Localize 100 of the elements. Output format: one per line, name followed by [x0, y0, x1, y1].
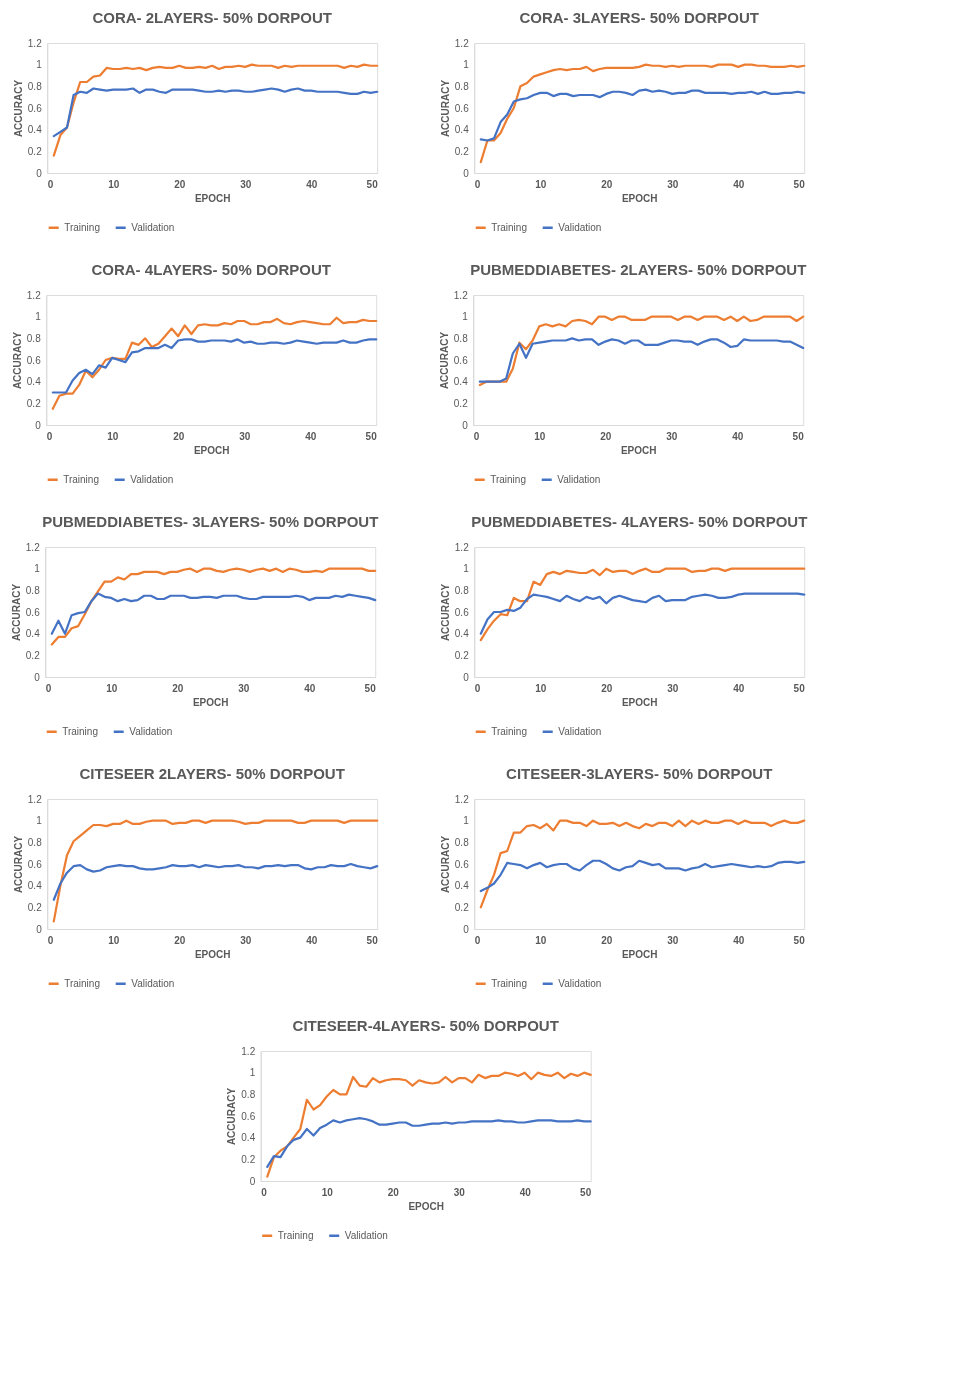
line-series	[266, 1071, 592, 1178]
x-axis-title: EPOCH	[620, 444, 657, 456]
legend-label: Training	[64, 221, 100, 233]
x-axis-title: EPOCH	[621, 948, 658, 960]
x-tick-label: 10	[106, 682, 118, 694]
y-tick-label: 0	[36, 167, 43, 179]
legend-label: Validation	[557, 473, 601, 485]
y-axis-title: ACCURACY	[12, 79, 24, 138]
x-tick-label: 40	[305, 430, 317, 442]
x-tick-label: 0	[474, 178, 481, 190]
x-tick-label: 0	[45, 682, 52, 694]
y-tick-label: 1.2	[25, 541, 41, 553]
x-tick-label: 50	[364, 682, 377, 694]
y-tick-label: 0.2	[27, 901, 43, 913]
legend-label: Validation	[131, 221, 175, 233]
y-tick-label: 1.2	[454, 37, 470, 49]
legend-label: Training	[491, 221, 527, 233]
x-tick-label: 50	[793, 178, 806, 190]
y-tick-label: 1	[249, 1067, 256, 1079]
y-tick-label: 0	[36, 923, 43, 935]
x-tick-label: 30	[453, 1186, 466, 1198]
line-series	[266, 1117, 592, 1169]
y-tick-label: 0.8	[27, 836, 43, 848]
x-tick-label: 30	[667, 934, 679, 946]
legend-label: Training	[490, 473, 526, 485]
y-tick-label: 0.4	[454, 124, 470, 136]
chart-title: CORA- 4LAYERS- 50% DORPOUT	[91, 261, 331, 278]
y-tick-label: 0.4	[453, 376, 469, 388]
x-tick-label: 20	[601, 682, 613, 694]
y-tick-label: 1.2	[454, 541, 470, 553]
y-tick-label: 0	[463, 923, 470, 935]
line-series	[479, 592, 806, 635]
y-tick-label: 0.4	[27, 124, 43, 136]
y-tick-label: 0.8	[454, 80, 470, 92]
y-tick-label: 0	[463, 167, 470, 179]
y-axis-title: ACCURACY	[12, 835, 24, 894]
y-tick-label: 1	[34, 563, 41, 575]
legend-label: Validation	[558, 725, 602, 737]
y-tick-label: 0.8	[454, 836, 470, 848]
y-tick-label: 1	[462, 311, 469, 323]
legend-label: Validation	[131, 977, 175, 989]
x-tick-label: 40	[304, 682, 316, 694]
y-tick-label: 0.6	[27, 858, 43, 870]
line-series	[51, 338, 378, 394]
legend-label: Training	[64, 977, 100, 989]
y-tick-label: 1.2	[453, 289, 469, 301]
x-tick-label: 20	[600, 430, 612, 442]
y-tick-label: 0.8	[241, 1088, 256, 1100]
x-tick-label: 50	[365, 430, 378, 442]
y-tick-label: 1	[463, 563, 470, 575]
y-axis-title: ACCURACY	[11, 331, 23, 390]
x-axis-title: EPOCH	[192, 696, 229, 708]
x-tick-label: 20	[172, 682, 184, 694]
y-tick-label: 0.8	[454, 584, 470, 596]
chart-title: CITESEER-4LAYERS- 50% DORPOUT	[292, 1017, 559, 1034]
line-series	[479, 859, 806, 893]
y-tick-label: 0.2	[27, 145, 43, 157]
x-tick-label: 10	[535, 682, 547, 694]
y-tick-label: 0.2	[453, 397, 469, 409]
y-tick-label: 0.2	[241, 1153, 256, 1165]
y-tick-label: 0.6	[241, 1110, 256, 1122]
x-tick-label: 20	[174, 934, 186, 946]
x-axis-title: EPOCH	[621, 696, 658, 708]
x-axis-title: EPOCH	[193, 444, 230, 456]
legend-label: Validation	[344, 1229, 388, 1241]
line-series	[52, 63, 379, 157]
legend-label: Validation	[558, 977, 602, 989]
y-tick-label: 0.6	[26, 354, 42, 366]
x-tick-label: 40	[733, 682, 745, 694]
line-series	[50, 567, 377, 646]
y-tick-label: 1.2	[27, 37, 43, 49]
y-tick-label: 1.2	[241, 1045, 256, 1057]
y-tick-label: 0.6	[454, 102, 470, 114]
y-tick-label: 0.4	[241, 1132, 256, 1144]
x-tick-label: 30	[667, 178, 679, 190]
x-tick-label: 20	[601, 178, 613, 190]
x-tick-label: 40	[733, 934, 745, 946]
x-tick-label: 40	[519, 1186, 532, 1198]
legend-label: Validation	[130, 473, 174, 485]
x-tick-label: 30	[667, 682, 679, 694]
x-axis-title: EPOCH	[194, 192, 231, 204]
y-tick-label: 0.6	[25, 606, 41, 618]
line-series	[479, 567, 806, 642]
x-tick-label: 40	[306, 934, 318, 946]
x-tick-label: 0	[474, 934, 481, 946]
x-tick-label: 40	[732, 430, 744, 442]
x-tick-label: 30	[240, 934, 252, 946]
x-tick-label: 0	[47, 178, 54, 190]
line-series	[52, 87, 379, 138]
x-axis-title: EPOCH	[194, 948, 231, 960]
y-axis-title: ACCURACY	[439, 583, 451, 642]
y-tick-label: 0	[35, 419, 42, 431]
x-tick-label: 50	[580, 1186, 592, 1198]
x-axis-title: EPOCH	[621, 192, 658, 204]
legend-label: Training	[277, 1229, 314, 1241]
legend-label: Validation	[558, 221, 602, 233]
x-tick-label: 20	[174, 178, 186, 190]
y-tick-label: 0.2	[454, 649, 470, 661]
y-tick-label: 0.2	[26, 397, 42, 409]
y-tick-label: 0.4	[454, 628, 470, 640]
